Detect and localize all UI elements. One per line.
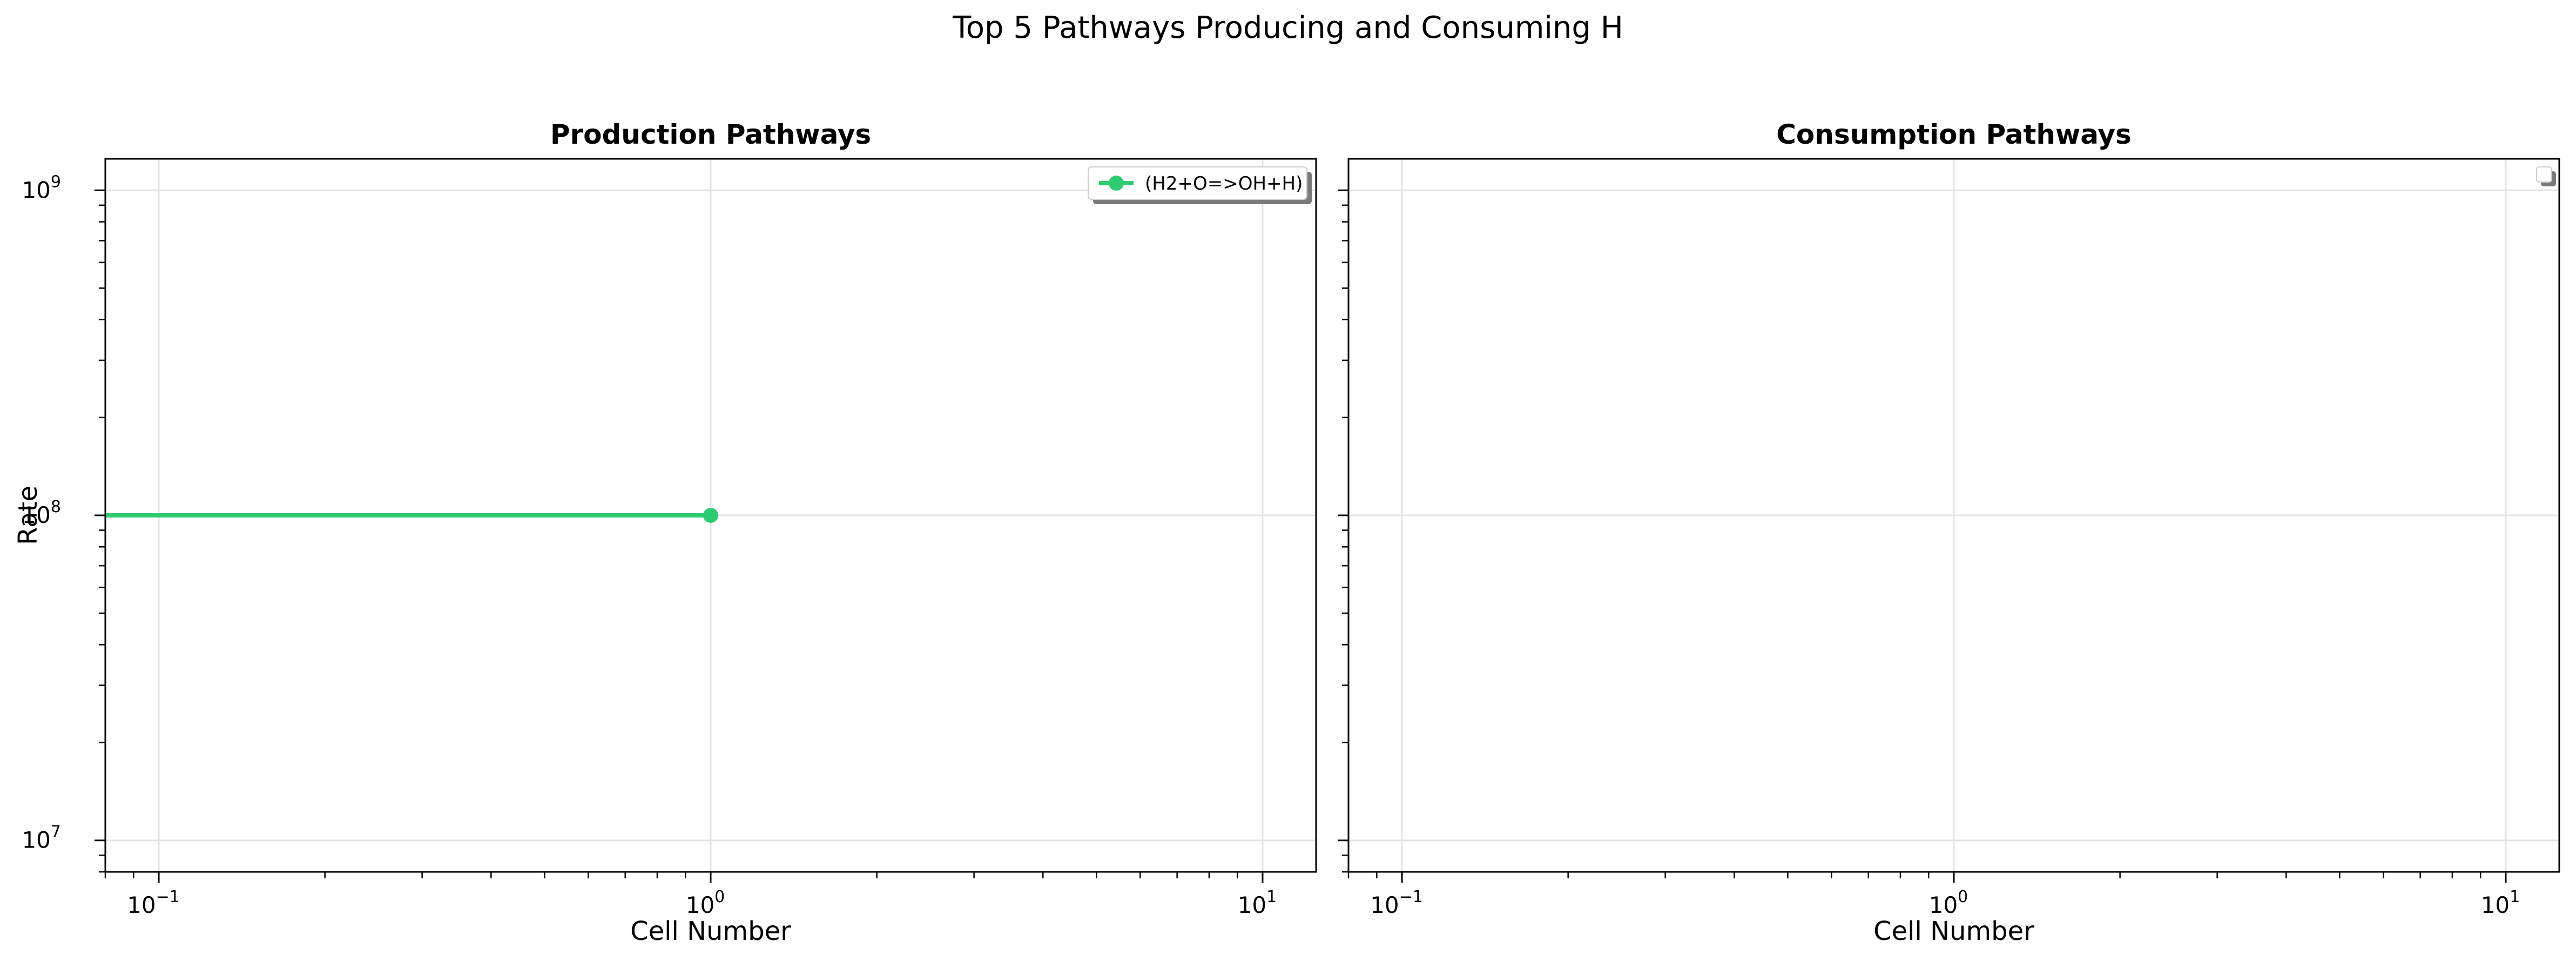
panel-title: Consumption Pathways <box>1776 119 2132 150</box>
axes-frame <box>1347 158 2560 873</box>
legend-box <box>2536 166 2552 183</box>
y-axis-label: Rate <box>13 486 43 545</box>
x-axis-label: Cell Number <box>630 916 791 946</box>
legend-label: (H2+O=>OH+H) <box>1145 173 1303 194</box>
legend-marker <box>1109 176 1124 191</box>
x-axis-label: Cell Number <box>1873 916 2034 946</box>
axes-frame <box>104 158 1317 873</box>
legend <box>2536 166 2556 186</box>
legend: (H2+O=>OH+H) <box>1088 166 1312 204</box>
legend-box <box>1088 166 1307 200</box>
figure-title: Top 5 Pathways Producing and Consuming H <box>952 10 1623 45</box>
panel-title: Production Pathways <box>550 119 871 150</box>
data-point <box>703 508 718 523</box>
x-tick-label: 101 <box>1238 888 1277 918</box>
x-tick-label: 10−1 <box>1370 888 1423 918</box>
series-group <box>105 508 718 523</box>
